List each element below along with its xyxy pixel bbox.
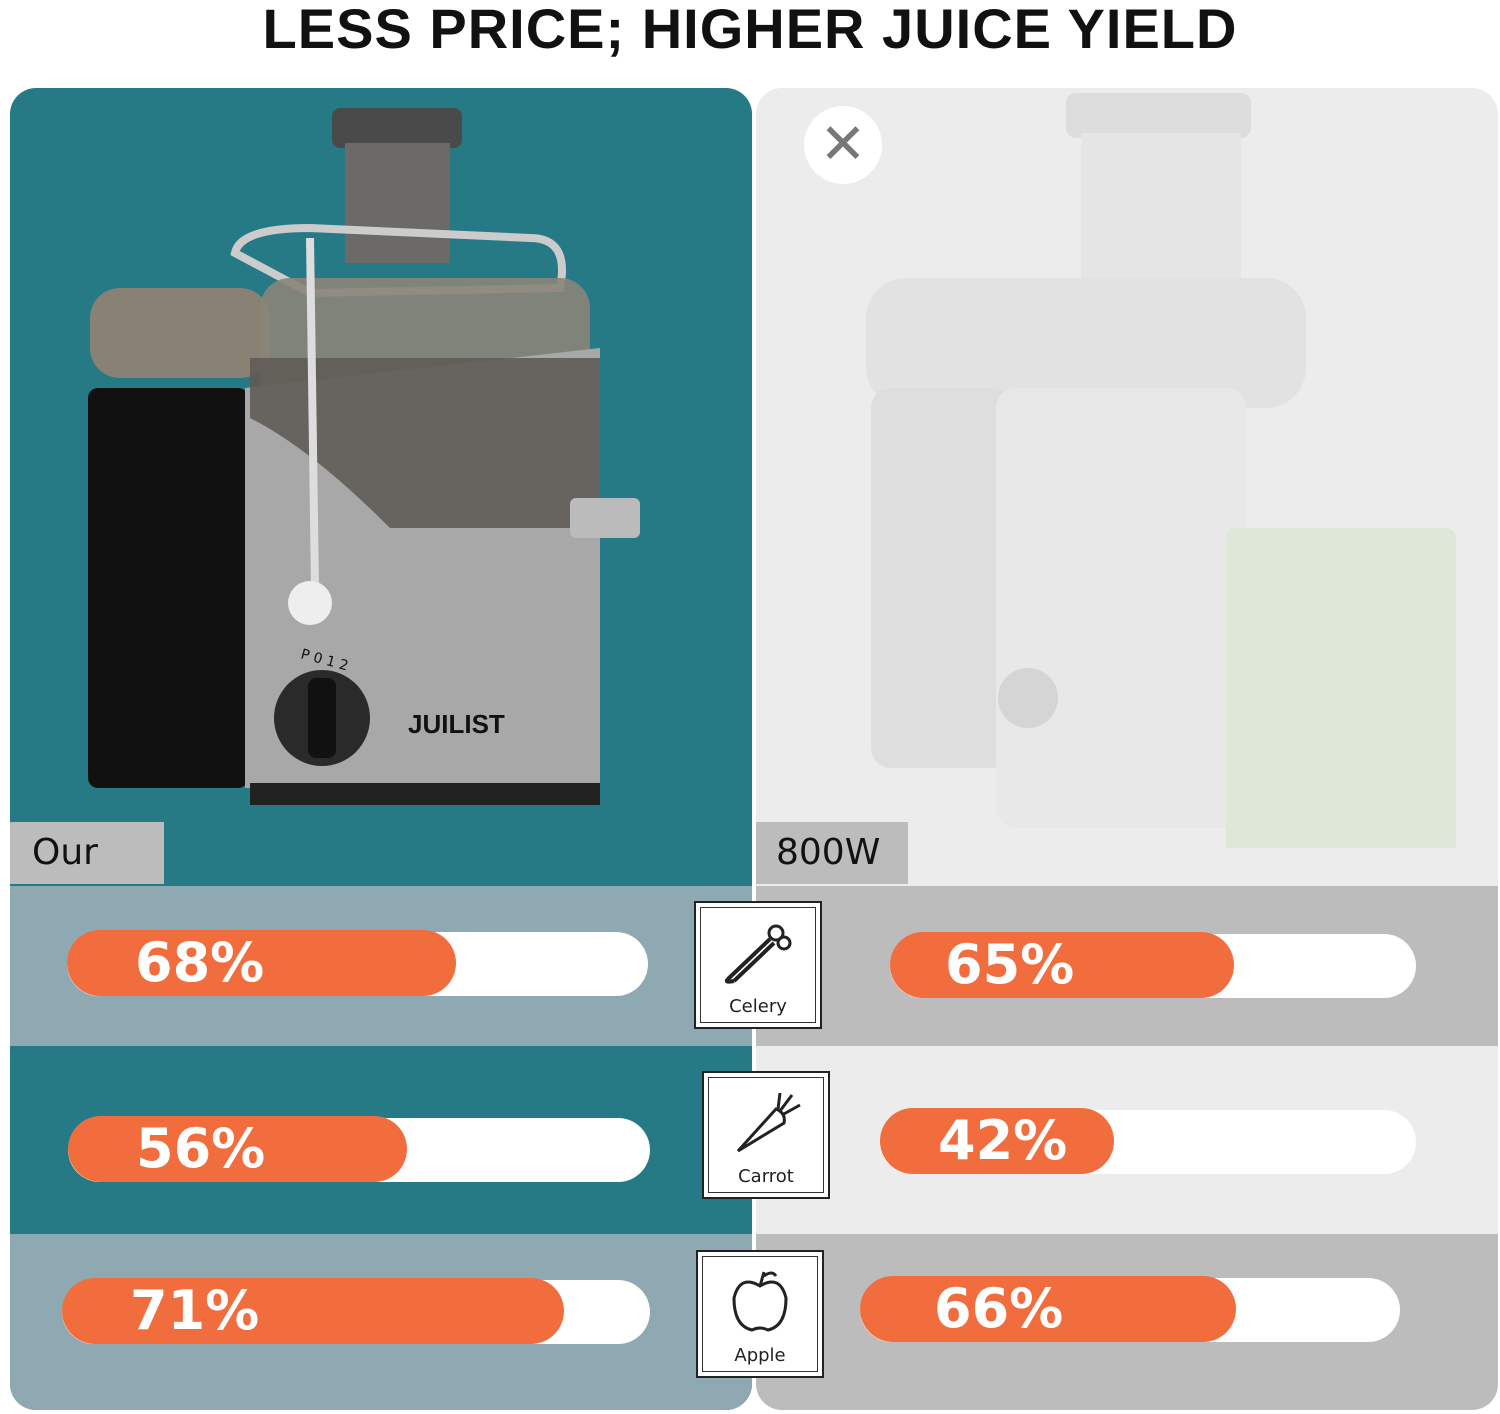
competitor-celery-bar: 65% — [890, 932, 1416, 998]
our-celery-bar: 68% — [67, 930, 648, 996]
carrot-label: Carrot — [738, 1166, 794, 1187]
carrot-icon — [736, 1092, 801, 1153]
our-product-panel: JUILIST P 0 1 2 Our 68% 56% 71% — [10, 88, 752, 1410]
apple-icon — [732, 1271, 788, 1332]
our-apple-value: 71% — [62, 1278, 564, 1344]
apple-label: Apple — [734, 1345, 786, 1366]
apple-box: Apple — [696, 1250, 824, 1378]
our-carrot-value: 56% — [68, 1116, 407, 1182]
competitor-apple-value: 66% — [860, 1276, 1236, 1342]
competitor-panel: 800W 65% 42% 66% — [756, 88, 1498, 1410]
carrot-box: Carrot — [702, 1071, 830, 1199]
our-apple-bar: 71% — [62, 1278, 650, 1344]
page-title: LESS PRICE; HIGHER JUICE YIELD — [262, 0, 1238, 60]
competitor-celery-value: 65% — [890, 932, 1234, 998]
brand-logo: JUILIST — [408, 709, 505, 739]
celery-box: Celery — [694, 901, 822, 1029]
competitor-carrot-value: 42% — [880, 1108, 1114, 1174]
competitor-apple-bar: 66% — [860, 1276, 1400, 1342]
celery-icon — [724, 924, 792, 984]
competitor-carrot-bar: 42% — [880, 1108, 1416, 1174]
x-icon: ✕ — [804, 106, 882, 184]
our-carrot-bar: 56% — [68, 1116, 650, 1182]
our-celery-value: 68% — [67, 930, 456, 996]
our-label: Our — [10, 822, 164, 884]
juicer-image: JUILIST P 0 1 2 — [88, 108, 640, 805]
competitor-label: 800W — [756, 822, 908, 884]
competitor-juicer-image — [866, 93, 1456, 848]
celery-label: Celery — [729, 996, 787, 1017]
